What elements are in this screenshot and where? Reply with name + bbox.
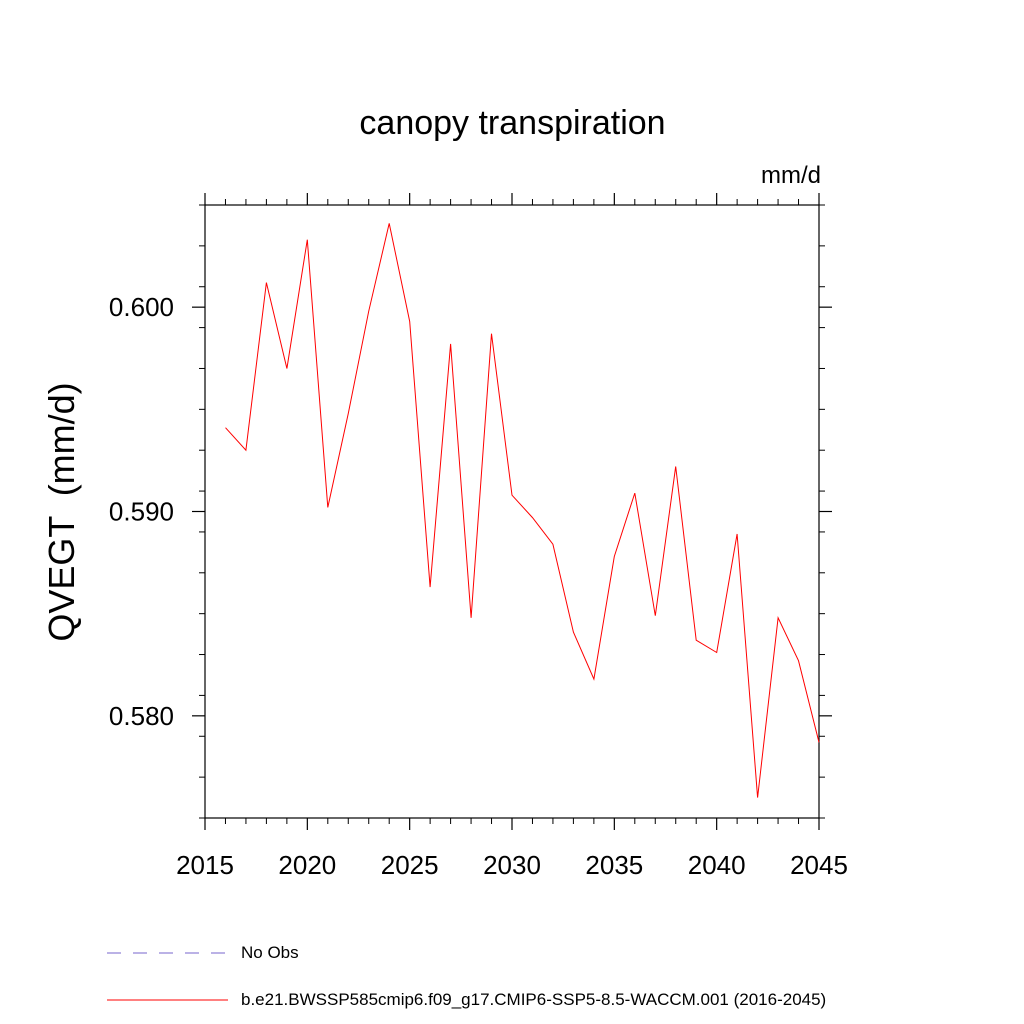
x-tick-label: 2030 xyxy=(483,850,541,880)
x-tick-label: 2045 xyxy=(790,850,848,880)
x-tick-label: 2035 xyxy=(585,850,643,880)
x-tick-label: 2040 xyxy=(688,850,746,880)
series-layer xyxy=(225,223,820,798)
y-tick-label: 0.580 xyxy=(109,701,174,731)
legend-lines xyxy=(107,952,228,1001)
axis-tick-labels: 2015 2020 2025 2030 2035 2040 2045 0.580 0.590 0.… xyxy=(109,292,848,880)
y-tick-label: 0.590 xyxy=(109,497,174,527)
legend-label-no-obs: No Obs xyxy=(241,943,299,962)
x-tick-label: 2020 xyxy=(278,850,336,880)
chart-title: canopy transpiration xyxy=(359,104,666,142)
series-line xyxy=(225,223,820,798)
x-tick-label: 2025 xyxy=(381,850,439,880)
y-tick-label: 0.600 xyxy=(109,292,174,322)
units-label: mm/d xyxy=(761,162,821,189)
y-axis-label: QVEGT (mm/d) xyxy=(41,382,82,642)
legend-label-model: b.e21.BWSSP585cmip6.f09_g17.CMIP6-SSP5-8… xyxy=(241,990,827,1009)
plot-frame xyxy=(204,204,820,819)
x-tick-label: 2015 xyxy=(176,850,234,880)
axis-ticks xyxy=(192,193,832,830)
